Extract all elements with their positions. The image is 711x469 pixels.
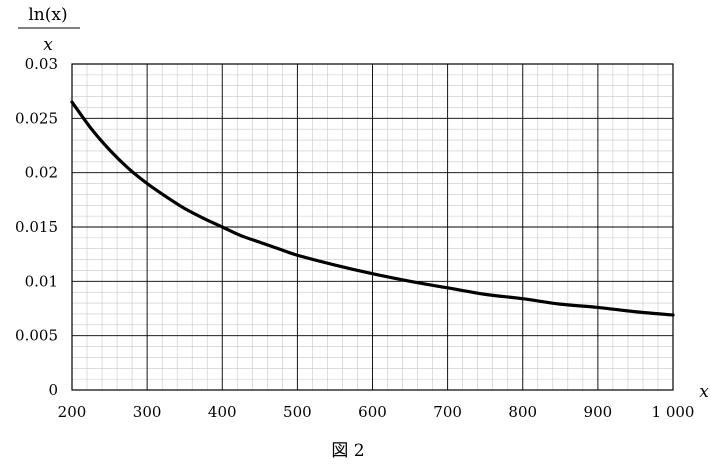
y-tick-label: 0.005 [15, 327, 58, 345]
x-tick-label: 1 000 [652, 403, 695, 421]
x-tick-label: 200 [58, 403, 87, 421]
x-tick-label: 700 [433, 403, 462, 421]
x-tick-labels: 200 300 400 500 600 700 800 900 1 000 [58, 403, 695, 421]
series-line [70, 100, 675, 317]
x-tick-label: 300 [133, 403, 162, 421]
series-layer [70, 100, 675, 317]
y-tick-label: 0 [48, 381, 58, 399]
y-tick-label: 0.01 [25, 272, 58, 290]
y-tick-label: 0.02 [25, 164, 58, 182]
x-tick-label: 900 [584, 403, 613, 421]
x-tick-label: 800 [508, 403, 537, 421]
y-tick-label: 0.015 [15, 218, 58, 236]
y-tick-label: 0.03 [25, 55, 58, 73]
x-axis-label: x [699, 382, 709, 402]
y-axis-label-denominator: x [43, 35, 53, 55]
y-tick-labels: 0 0.005 0.01 0.015 0.02 0.025 0.03 [15, 55, 58, 399]
figure-caption: 図 2 [331, 441, 364, 461]
y-axis-label-numerator: ln(x) [28, 5, 67, 25]
y-tick-label: 0.025 [15, 109, 58, 127]
plot-area-frame [71, 63, 674, 391]
x-tick-label: 500 [283, 403, 312, 421]
x-tick-label: 400 [208, 403, 237, 421]
x-tick-label: 600 [358, 403, 387, 421]
